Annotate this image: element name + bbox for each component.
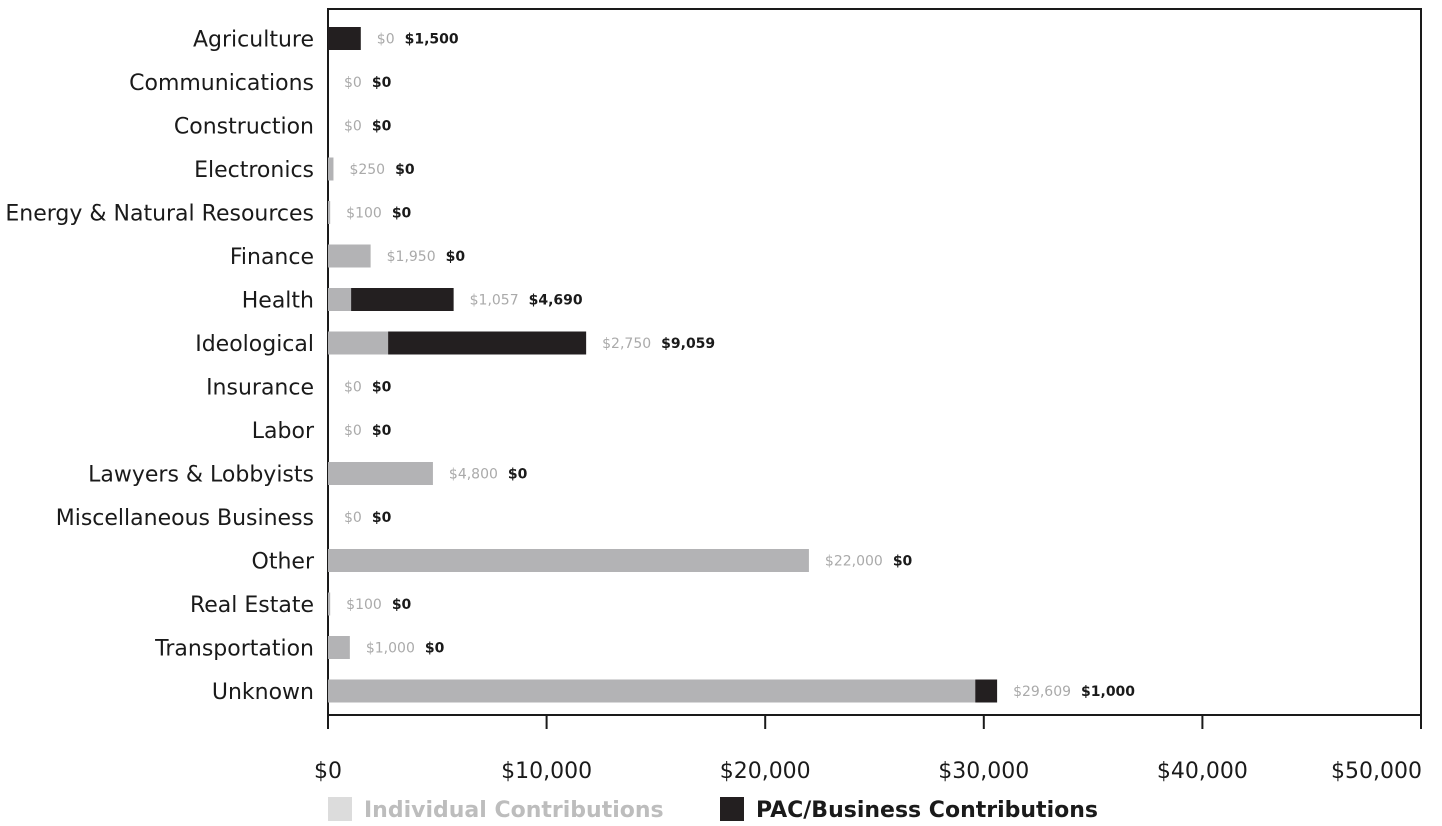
category-label: Lawyers & Lobbyists — [88, 463, 314, 488]
data-label-individual: $100 — [346, 206, 382, 222]
legend-swatch-pac — [720, 797, 744, 821]
category-label: Other — [252, 550, 315, 575]
legend-label-individual: Individual Contributions — [364, 798, 664, 823]
category-label: Construction — [174, 115, 314, 140]
data-label-pac: $1,000 — [1081, 684, 1135, 700]
category-label: Energy & Natural Resources — [5, 202, 314, 227]
data-label-pac: $0 — [395, 162, 415, 178]
bar-pac — [388, 331, 587, 355]
data-label-individual: $0 — [344, 423, 362, 439]
bar-individual — [328, 636, 350, 659]
category-label: Insurance — [206, 376, 314, 401]
data-label-pac: $0 — [392, 206, 412, 222]
bar-pac — [351, 288, 454, 311]
bar-individual — [328, 201, 331, 224]
data-label-pac: $0 — [372, 380, 392, 396]
data-label-pac: $0 — [893, 554, 913, 570]
bar-pac — [975, 679, 998, 703]
category-labels: Agriculture Communications Construction Ele… — [5, 28, 315, 706]
data-label-pac: $1,500 — [405, 32, 459, 48]
x-tick-label: $50,000 — [1331, 759, 1422, 784]
category-label: Transportation — [154, 637, 314, 662]
data-label-individual: $100 — [346, 597, 382, 613]
x-tick-label: $10,000 — [501, 759, 592, 784]
category-label: Finance — [230, 245, 314, 270]
category-label: Miscellaneous Business — [56, 506, 314, 531]
bar-pac — [328, 27, 361, 50]
value-labels: $0 $1,500 $0 $0 $0 $0 $250 $0 $100 $0 $1,950 $0 $1,0… — [344, 32, 1135, 701]
bar-individual — [328, 157, 334, 181]
data-label-individual: $0 — [344, 510, 362, 526]
data-label-individual: $29,609 — [1013, 684, 1071, 700]
bar-individual — [328, 288, 352, 311]
data-label-pac: $0 — [508, 467, 528, 483]
category-label: Health — [242, 289, 314, 314]
legend-label-pac: PAC/Business Contributions — [756, 798, 1098, 823]
x-tick-label: $30,000 — [938, 759, 1029, 784]
x-tick-label: $40,000 — [1157, 759, 1248, 784]
data-label-individual: $2,750 — [602, 336, 651, 352]
data-label-pac: $0 — [392, 597, 412, 613]
data-label-individual: $1,950 — [387, 249, 436, 265]
x-tick-label: $0 — [314, 759, 342, 784]
data-label-pac: $0 — [446, 249, 466, 265]
data-label-individual: $1,000 — [366, 641, 415, 657]
category-label: Unknown — [212, 680, 314, 705]
category-label: Labor — [252, 419, 315, 444]
category-label: Real Estate — [190, 593, 314, 618]
data-label-individual: $0 — [344, 380, 362, 396]
data-label-pac: $0 — [372, 119, 392, 135]
bar-individual — [328, 592, 331, 616]
data-label-individual: $4,800 — [449, 467, 498, 483]
data-label-pac: $0 — [372, 75, 392, 91]
x-tick-label: $20,000 — [720, 759, 811, 784]
data-label-pac: $9,059 — [661, 336, 715, 352]
data-label-individual: $22,000 — [825, 554, 883, 570]
legend-swatch-individual — [328, 797, 352, 821]
data-label-individual: $0 — [377, 32, 395, 48]
bar-individual — [328, 331, 389, 355]
data-label-individual: $0 — [344, 119, 362, 135]
data-label-pac: $4,690 — [529, 293, 583, 309]
category-label: Agriculture — [193, 28, 314, 53]
data-label-individual: $0 — [344, 75, 362, 91]
data-label-pac: $0 — [372, 510, 392, 526]
bar-individual — [328, 679, 976, 703]
category-label: Electronics — [194, 158, 314, 183]
legend: Individual Contributions PAC/Business Co… — [328, 797, 1098, 823]
data-label-individual: $1,057 — [470, 293, 519, 309]
bars-group — [328, 27, 998, 703]
data-label-pac: $0 — [372, 423, 392, 439]
data-label-individual: $250 — [349, 162, 385, 178]
bar-individual — [328, 462, 433, 485]
category-label: Communications — [129, 71, 314, 96]
data-label-pac: $0 — [425, 641, 445, 657]
plot-frame — [327, 8, 1422, 716]
category-label: Ideological — [195, 332, 314, 357]
x-axis-ticks: $0 $10,000 $20,000 $30,000 $40,000 $50,000 — [314, 715, 1422, 784]
bar-individual — [328, 549, 809, 572]
bar-individual — [328, 244, 371, 268]
